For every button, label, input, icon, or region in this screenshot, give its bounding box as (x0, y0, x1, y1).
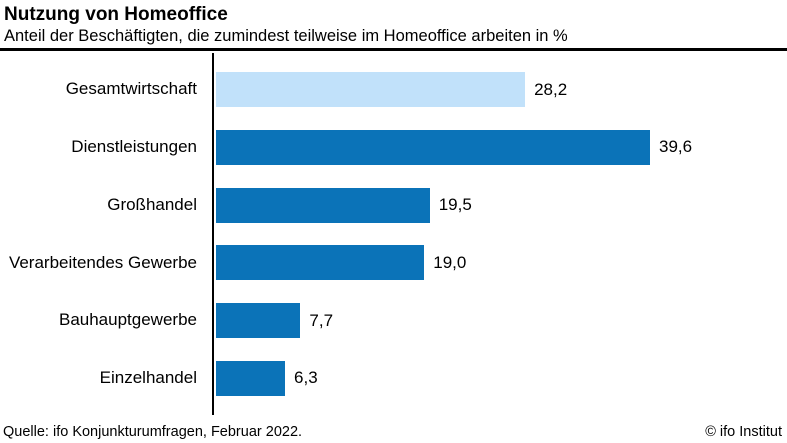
chart-header: Nutzung von Homeoffice Anteil der Beschä… (4, 4, 787, 46)
category-label: Verarbeitendes Gewerbe (8, 252, 197, 272)
bar-track: 19,5 (216, 187, 787, 223)
value-label: 6,3 (294, 368, 318, 388)
bar-track: 39,6 (216, 129, 787, 165)
bar-track: 28,2 (216, 72, 787, 107)
value-label: 19,0 (433, 252, 467, 272)
bar-rows: Gesamtwirtschaft 28,2 Dienstleistungen 39,6… (0, 53, 787, 415)
bar-track: 19,0 (216, 245, 787, 281)
bar (216, 360, 286, 396)
bar-row: Großhandel 19,5 (0, 187, 787, 223)
chart-subtitle: Anteil der Beschäftigten, die zumindest … (4, 27, 568, 45)
bar (216, 187, 430, 223)
bar (216, 129, 651, 165)
bar-row: Verarbeitendes Gewerbe 19,0 (0, 245, 787, 281)
value-label: 39,6 (659, 137, 693, 157)
source-note: Quelle: ifo Konjunkturumfragen, Februar … (3, 424, 303, 440)
copyright-note: © ifo Institut (705, 424, 782, 440)
value-label: 28,2 (534, 79, 568, 99)
value-label: 19,5 (438, 195, 472, 215)
chart-footer: Quelle: ifo Konjunkturumfragen, Februar … (0, 421, 787, 443)
header-divider-rule (0, 48, 787, 51)
bar (216, 245, 425, 281)
category-label: Einzelhandel (99, 368, 197, 388)
value-label: 7,7 (309, 310, 334, 330)
bar-row: Einzelhandel 6,3 (0, 360, 787, 396)
category-label: Gesamtwirtschaft (65, 79, 197, 99)
bar (216, 72, 526, 107)
category-label: Dienstleistungen (71, 136, 197, 156)
category-label: Bauhauptgewerbe (58, 310, 197, 330)
chart-title: Nutzung von Homeoffice (4, 4, 228, 25)
bar-row: Dienstleistungen 39,6 (0, 129, 787, 165)
bar-row: Gesamtwirtschaft 28,2 (0, 72, 787, 107)
bar-track: 7,7 (216, 303, 787, 339)
category-label: Großhandel (107, 194, 197, 214)
bar (216, 303, 301, 339)
y-axis-line (212, 53, 214, 415)
bar-row: Bauhauptgewerbe 7,7 (0, 303, 787, 339)
bar-track: 6,3 (216, 360, 787, 396)
